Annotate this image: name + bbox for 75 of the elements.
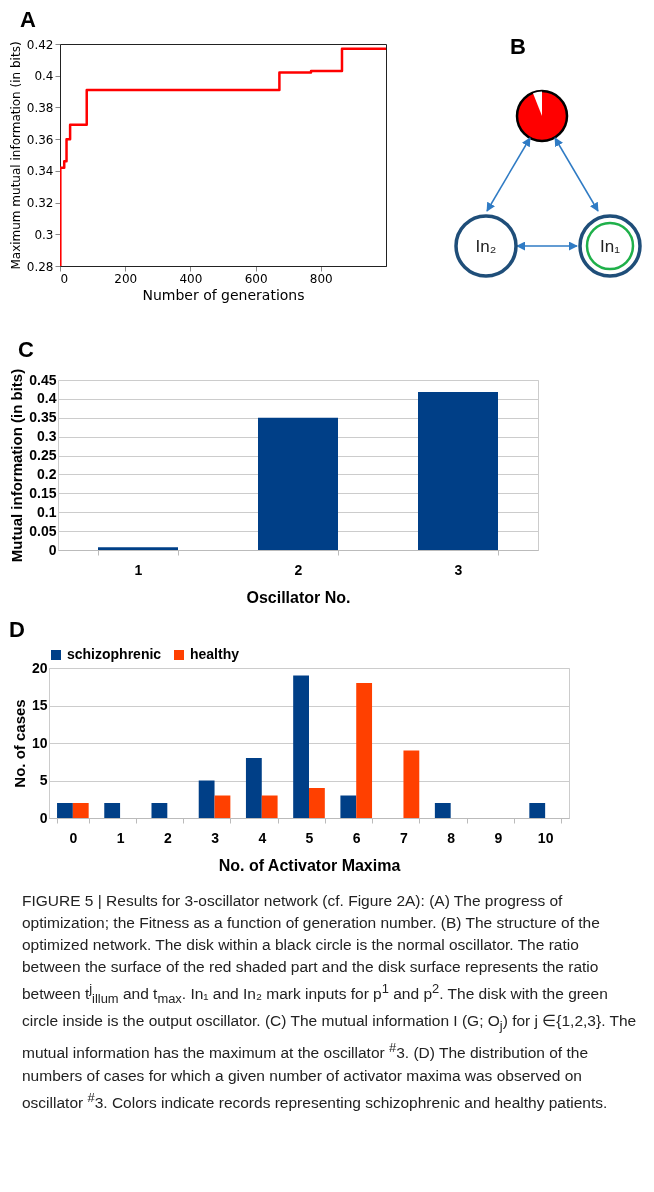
y-tick-label: 0.28 <box>26 259 54 274</box>
y-tick-label: 0.4 <box>34 69 54 84</box>
bar <box>245 758 262 818</box>
y-tick-label: 0.1 <box>37 503 57 520</box>
x-tick-label: 2 <box>294 561 303 578</box>
y-axis-title: Maximum mutual information (in bits) <box>8 41 23 270</box>
y-tick-label: 0.32 <box>26 196 54 211</box>
y-tick-label: 0.38 <box>26 100 54 115</box>
text: FIGURE 5 | Results for 3-oscillator network (cf. Figure 2A): (A) The progress of optimization; the Fitness as a function of generation number. (B) The structure of the optimized network. The disk within a black circle is the normal oscillator. The ratio between the surface of the red shaded part and the disk surface represents the ratio between t$^{j}$$_{illum}$ and t$_{max}$. In₁ and In₂ mark inputs for p$^{1}$ and p$^{2}$. The disk with the green circle inside is the output oscillator. (C) The mutual information I (G; O$_{j}$) for j ∈{1,2,3}. The mutual information has the maximum at the oscillator $^{#}$3. (D) The distribution of the numbers of cases for which a given number of activator maxima was observed on oscillator $^{#}$3. Colors indicate records representing schizophrenic and healthy patients. <box>22 892 637 1111</box>
chart-title: A <box>20 7 36 32</box>
bar <box>214 795 231 818</box>
x-tick-label: 800 <box>309 271 333 286</box>
x-tick-label: 6 <box>352 829 361 846</box>
y-tick-label: 0.36 <box>26 132 54 147</box>
x-tick-label: 600 <box>244 271 268 286</box>
y-tick-label: 0.3 <box>34 227 54 242</box>
y-tick-label: 0.42 <box>26 37 54 52</box>
x-tick-label: 3 <box>454 561 463 578</box>
y-tick-label: 0.45 <box>29 371 57 388</box>
x-tick-label: 400 <box>179 271 203 286</box>
y-tick-label: 0 <box>48 541 57 558</box>
text: B <box>510 34 526 59</box>
y-tick-label: 0 <box>39 809 48 826</box>
x-tick-label: 4 <box>258 829 267 846</box>
y-tick-label: 0.25 <box>29 447 57 464</box>
bar <box>529 803 546 818</box>
y-tick-label: 10 <box>31 734 48 751</box>
y-tick-label: 0.05 <box>29 522 57 539</box>
chart-title: C <box>18 337 34 363</box>
bar <box>72 803 89 818</box>
y-tick-label: 5 <box>39 772 48 788</box>
text: In₁ <box>600 237 621 256</box>
x-tick-label: 5 <box>305 829 314 846</box>
y-tick-label: 20 <box>31 659 48 676</box>
y-axis-title: Mutual information (in bits) <box>8 368 26 563</box>
bar <box>98 547 178 550</box>
y-axis-title: No. of cases <box>10 699 28 788</box>
bar <box>261 795 278 818</box>
legend-label: healthy <box>190 646 240 662</box>
text: In₂ <box>475 237 497 256</box>
chart-title: D <box>9 617 25 642</box>
x-tick-label: 8 <box>447 829 456 846</box>
x-tick-label: 0 <box>69 829 78 846</box>
x-tick-label: 1 <box>116 829 125 846</box>
y-tick-label: 0.4 <box>37 390 57 407</box>
bar <box>434 803 451 818</box>
bar <box>403 750 420 818</box>
y-tick-label: 0.2 <box>37 465 57 482</box>
x-tick-label: 7 <box>400 829 409 846</box>
x-tick-label: 200 <box>114 271 138 286</box>
x-axis-title: No. of Activator Maxima <box>218 856 401 874</box>
bar <box>198 780 215 818</box>
bar <box>340 795 357 818</box>
x-tick-label: 1 <box>134 561 143 578</box>
y-tick-label: 0.35 <box>29 409 57 426</box>
bar <box>418 392 498 550</box>
x-tick-label: 10 <box>537 829 554 846</box>
x-tick-label: 0 <box>60 271 69 286</box>
bar <box>151 803 168 818</box>
bar <box>356 683 373 818</box>
x-tick-label: 9 <box>494 829 503 846</box>
x-tick-label: 2 <box>163 829 172 846</box>
bar <box>258 417 338 550</box>
x-axis-title: Number of generations <box>142 286 305 303</box>
y-tick-label: 0.3 <box>37 428 57 445</box>
x-axis-title: Oscillator No. <box>246 588 351 606</box>
legend-label: schizophrenic <box>67 646 162 662</box>
y-tick-label: 15 <box>31 697 48 713</box>
x-tick-label: 3 <box>211 829 220 846</box>
y-tick-label: 0.15 <box>29 484 57 501</box>
y-tick-label: 0.34 <box>26 164 54 179</box>
bar <box>293 675 309 818</box>
bar <box>104 803 121 818</box>
bar <box>57 803 73 818</box>
bar <box>309 788 325 818</box>
